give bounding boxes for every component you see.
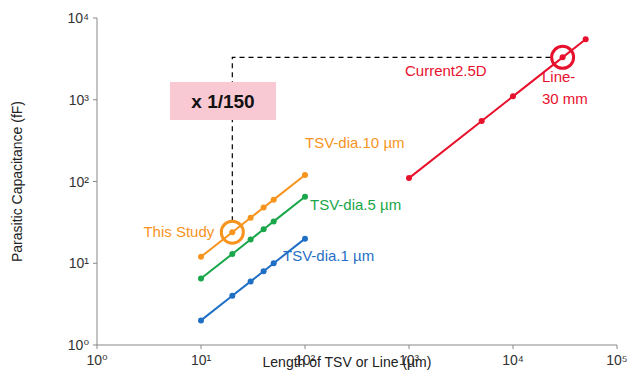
- ratio-annotation: x 1/150: [191, 91, 254, 112]
- x-tick: [305, 345, 306, 349]
- x-axis: [97, 345, 617, 346]
- series-point: [302, 194, 308, 200]
- chart: 10⁰10¹10²10³10⁴10⁵10⁰10¹10²10³10⁴Length …: [0, 0, 640, 375]
- series-point: [583, 36, 589, 42]
- y-tick: [93, 18, 97, 19]
- series-point: [229, 251, 235, 257]
- series-point: [271, 218, 277, 224]
- highlight-circle: [221, 221, 243, 243]
- comparison-connector: [232, 57, 551, 221]
- series-point: [302, 172, 308, 178]
- y-axis-title: Parasitic Capacitance (fF): [9, 101, 25, 262]
- series-point: [510, 93, 516, 99]
- series-label: TSV-dia.1 µm: [283, 247, 374, 264]
- y-tick-label: 10¹: [69, 255, 90, 271]
- series-point: [261, 268, 267, 274]
- y-tick: [93, 181, 97, 182]
- line-length-label: Line-: [542, 68, 575, 85]
- series-label: TSV-dia.10 µm: [305, 134, 405, 151]
- x-tick: [617, 345, 618, 349]
- y-tick: [93, 263, 97, 264]
- series-point: [248, 215, 254, 221]
- y-tick-label: 10⁰: [68, 337, 90, 353]
- series-point: [560, 54, 566, 60]
- x-tick-label: 10⁵: [606, 352, 627, 368]
- y-tick-label: 10²: [69, 174, 90, 190]
- ratio-box: [170, 82, 276, 120]
- y-tick-label: 10⁴: [67, 10, 89, 26]
- x-tick: [513, 345, 514, 349]
- series-point: [271, 197, 277, 203]
- series-label: TSV-dia.5 µm: [310, 196, 401, 213]
- x-tick: [409, 345, 410, 349]
- y-tick-label: 10³: [69, 92, 90, 108]
- y-tick: [93, 345, 97, 346]
- series-label: Current2.5D: [405, 62, 487, 79]
- x-tick-label: 10¹: [191, 352, 212, 368]
- x-tick-label: 10⁴: [502, 352, 524, 368]
- this-study-label: This Study: [143, 223, 214, 240]
- series-point: [261, 205, 267, 211]
- series-point: [248, 237, 254, 243]
- series-point: [198, 317, 204, 323]
- series-line: [409, 39, 586, 178]
- highlight-circle: [552, 46, 574, 68]
- series-point: [479, 118, 485, 124]
- series-point: [261, 226, 267, 232]
- line-length-label: 30 mm: [542, 90, 588, 107]
- x-tick: [201, 345, 202, 349]
- series-point: [271, 260, 277, 266]
- series-point: [198, 276, 204, 282]
- series-line: [201, 175, 305, 257]
- plot-area: [198, 36, 589, 323]
- y-tick: [93, 99, 97, 100]
- series-point: [229, 229, 235, 235]
- x-axis-title: Length of TSV or Line (µm): [263, 354, 432, 370]
- series-point: [198, 254, 204, 260]
- series-line: [201, 197, 305, 279]
- series-point: [406, 175, 412, 181]
- series-point: [248, 278, 254, 284]
- series-point: [229, 293, 235, 299]
- x-tick: [97, 345, 98, 349]
- x-tick-label: 10⁰: [86, 352, 108, 368]
- series-point: [302, 236, 308, 242]
